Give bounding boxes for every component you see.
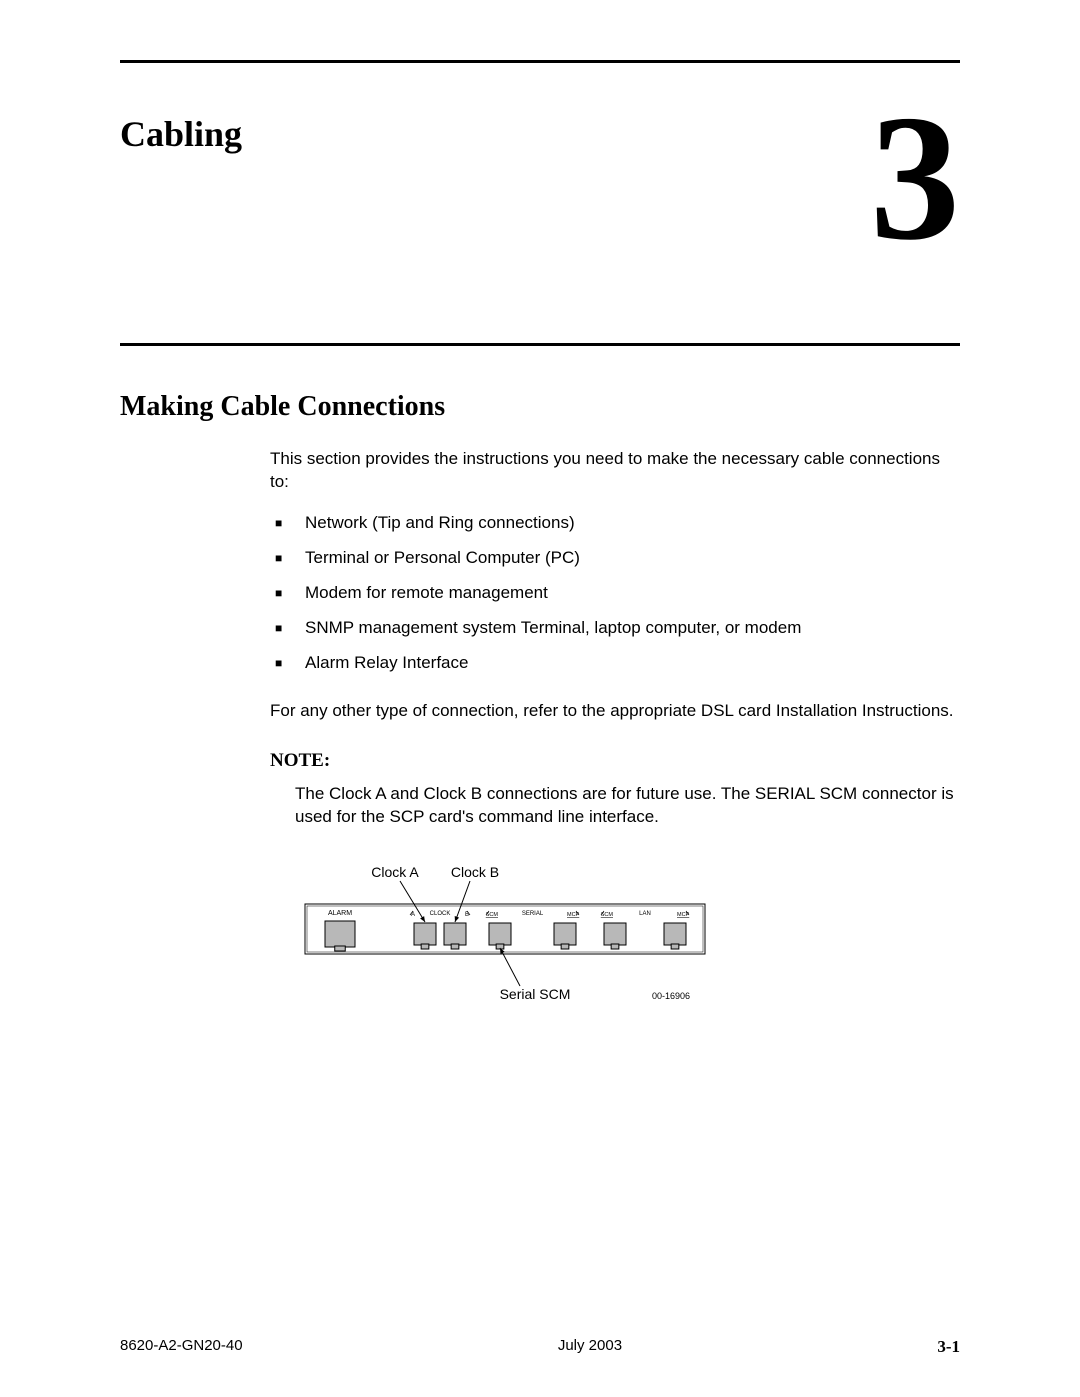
mid-rule (120, 343, 960, 346)
chapter-title: Cabling (120, 113, 242, 155)
footer: 8620-A2-GN20-40 July 2003 3-1 (120, 1337, 960, 1357)
footer-date: July 2003 (558, 1337, 622, 1357)
svg-text:MCP: MCP (567, 912, 580, 918)
list-item: Alarm Relay Interface (270, 652, 960, 675)
connector-diagram: ALARM A CLOCK B SCM SERIAL MCP SCM LAN MCP Clock A… (295, 859, 960, 1036)
svg-text:SERIAL: SERIAL (522, 911, 544, 917)
svg-text:00-16906: 00-16906 (652, 991, 690, 1001)
svg-text:SCM: SCM (486, 912, 499, 918)
bullet-list: Network (Tip and Ring connections) Termi… (270, 512, 960, 675)
chapter-number: 3 (870, 88, 960, 268)
svg-text:Clock B: Clock B (451, 864, 499, 880)
svg-text:A: A (411, 912, 415, 918)
body-block: This section provides the instructions y… (270, 448, 960, 1036)
note-label: NOTE: (270, 748, 960, 774)
page: Cabling 3 Making Cable Connections This … (0, 0, 1080, 1397)
diagram-svg: ALARM A CLOCK B SCM SERIAL MCP SCM LAN MCP Clock A… (295, 859, 715, 1029)
svg-text:CLOCK: CLOCK (430, 911, 451, 917)
list-item: SNMP management system Terminal, laptop … (270, 617, 960, 640)
svg-text:B: B (465, 912, 469, 918)
intro-paragraph: This section provides the instructions y… (270, 448, 960, 494)
svg-text:ALARM: ALARM (328, 910, 352, 917)
footer-doc-id: 8620-A2-GN20-40 (120, 1337, 243, 1357)
list-item: Terminal or Personal Computer (PC) (270, 547, 960, 570)
svg-text:LAN: LAN (639, 911, 651, 917)
svg-text:MCP: MCP (677, 912, 690, 918)
section-title: Making Cable Connections (120, 391, 960, 423)
post-paragraph: For any other type of connection, refer … (270, 700, 960, 723)
footer-page-number: 3-1 (937, 1337, 960, 1357)
list-item: Network (Tip and Ring connections) (270, 512, 960, 535)
svg-text:SCM: SCM (601, 912, 614, 918)
top-rule (120, 60, 960, 63)
list-item: Modem for remote management (270, 582, 960, 605)
svg-text:Serial SCM: Serial SCM (500, 986, 571, 1002)
chapter-header: Cabling 3 (120, 113, 960, 343)
note-text: The Clock A and Clock B connections are … (295, 783, 960, 829)
svg-text:Clock A: Clock A (371, 864, 419, 880)
